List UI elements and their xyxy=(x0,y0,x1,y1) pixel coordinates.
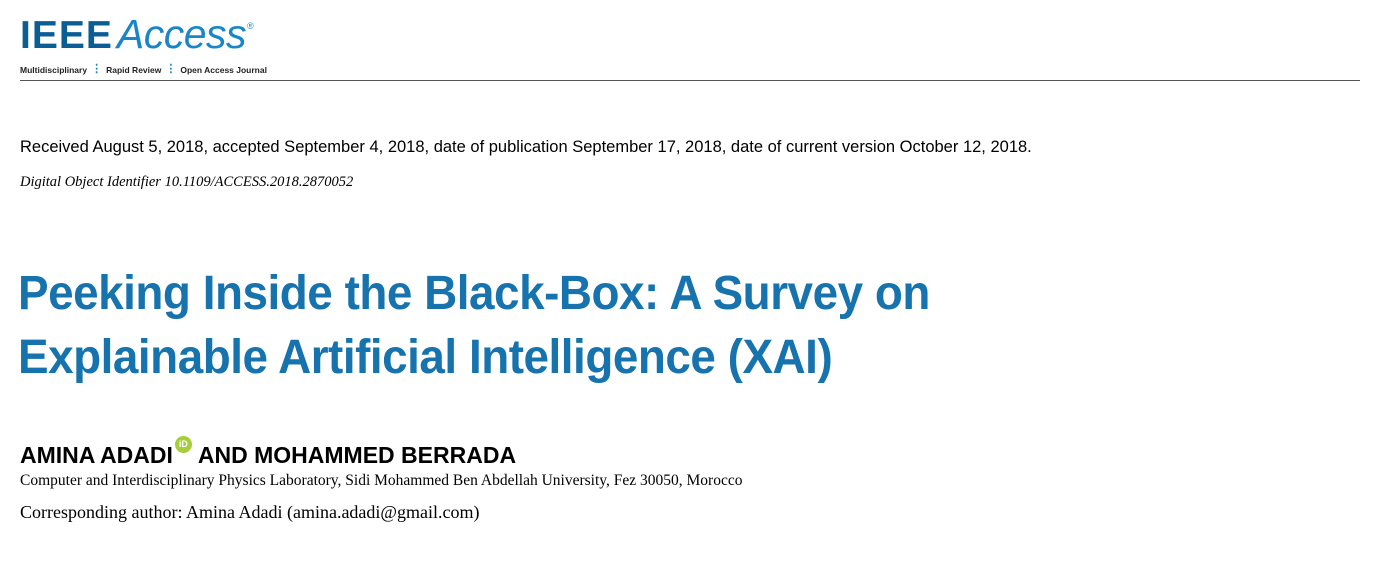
journal-tagline: Multidisciplinary ⋮ Rapid Review ⋮ Open … xyxy=(20,64,267,75)
tagline-item: Rapid Review xyxy=(106,64,162,75)
logo-ieee-text: IEEE xyxy=(20,14,113,57)
doi-line[interactable]: Digital Object Identifier 10.1109/ACCESS… xyxy=(20,174,354,190)
title-line: Peeking Inside the Black-Box: A Survey o… xyxy=(18,267,930,320)
separator-icon: ⋮ xyxy=(165,63,177,75)
corresponding-author: Corresponding author: Amina Adadi (amina… xyxy=(20,502,480,522)
tagline-item: Multidisciplinary xyxy=(20,64,88,75)
logo-access-text: Access xyxy=(116,11,247,57)
author-list: AMINA ADADI iD AND MOHAMMED BERRADA xyxy=(20,436,517,469)
header-divider xyxy=(20,80,1360,81)
title-line: Explainable Artificial Intelligence (XAI… xyxy=(18,331,833,384)
author-name: AMINA ADADI xyxy=(20,442,173,468)
separator-icon: ⋮ xyxy=(91,63,103,75)
publication-dates: Received August 5, 2018, accepted Septem… xyxy=(20,138,1032,156)
journal-header: IEEE Access ® Multidisciplinary ⋮ Rapid … xyxy=(20,14,267,75)
registered-mark: ® xyxy=(247,21,254,31)
author-name: AND MOHAMMED BERRADA xyxy=(197,442,517,468)
affiliation: Computer and Interdisciplinary Physics L… xyxy=(20,472,743,489)
orcid-icon[interactable]: iD xyxy=(174,436,192,453)
paper-title: Peeking Inside the Black-Box: A Survey o… xyxy=(18,262,930,390)
tagline-item: Open Access Journal xyxy=(180,64,267,75)
ieee-access-logo: IEEE Access ® xyxy=(20,11,267,57)
